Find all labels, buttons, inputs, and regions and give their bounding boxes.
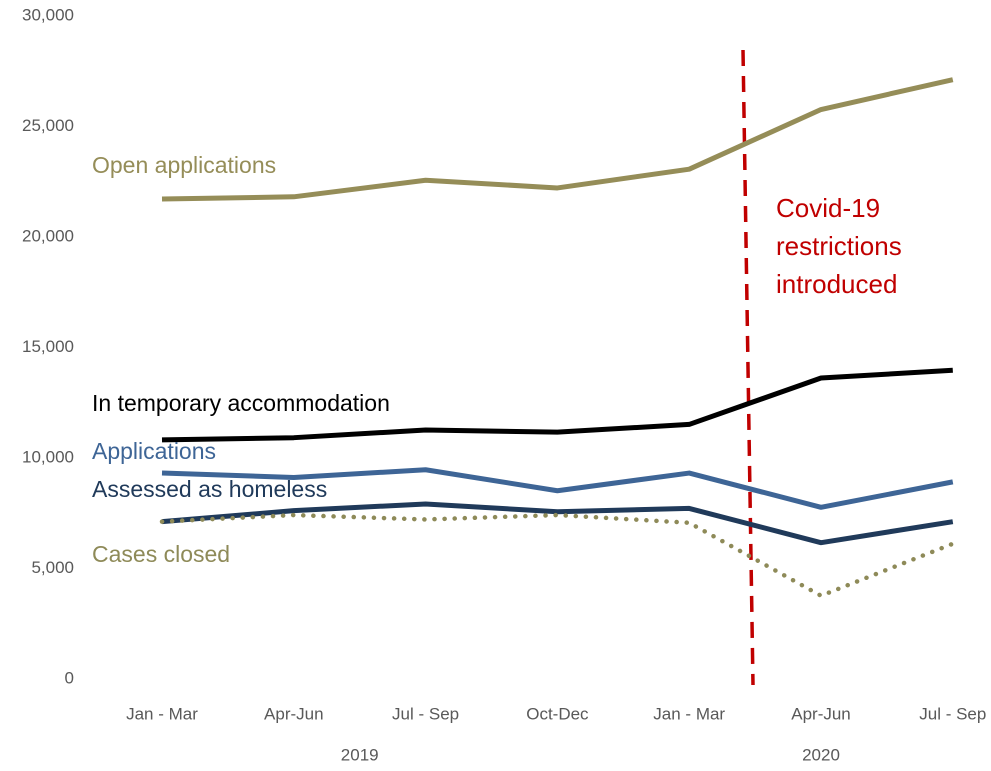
covid-marker-line <box>741 49 755 686</box>
x-tick-label: Oct-Dec <box>526 704 589 723</box>
y-tick-label: 10,000 <box>22 447 74 466</box>
series-line <box>161 77 954 202</box>
y-tick-label: 0 <box>65 668 74 687</box>
y-tick-label: 15,000 <box>22 337 74 356</box>
series-label: In temporary accommodation <box>92 390 390 416</box>
series-line <box>159 512 956 598</box>
series-line <box>161 367 953 443</box>
year-label: 2019 <box>341 745 379 764</box>
annotation-text: introduced <box>776 269 897 299</box>
year-label: 2020 <box>802 745 840 764</box>
y-tick-label: 30,000 <box>22 5 74 24</box>
annotation-text: restrictions <box>776 231 902 261</box>
series-label: Assessed as homeless <box>92 476 327 502</box>
y-tick-label: 5,000 <box>31 558 74 577</box>
x-tick-label: Apr-Jun <box>264 704 324 723</box>
x-tick-label: Jul - Sep <box>919 704 986 723</box>
y-tick-label: 20,000 <box>22 226 74 245</box>
x-tick-label: Jan - Mar <box>126 704 198 723</box>
series-label: Open applications <box>92 152 276 178</box>
series-line <box>161 501 954 546</box>
x-tick-label: Jul - Sep <box>392 704 459 723</box>
series-label: Cases closed <box>92 541 230 567</box>
x-tick-label: Apr-Jun <box>791 704 851 723</box>
x-tick-label: Jan - Mar <box>653 704 725 723</box>
series-line <box>161 467 954 510</box>
series-label: Applications <box>92 438 216 464</box>
y-tick-label: 25,000 <box>22 116 74 135</box>
annotation-text: Covid-19 <box>776 193 880 223</box>
